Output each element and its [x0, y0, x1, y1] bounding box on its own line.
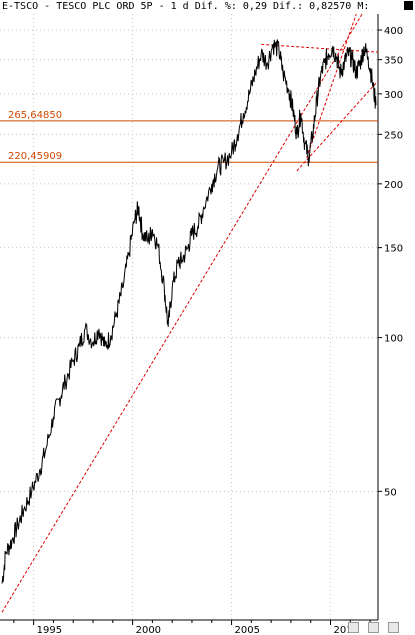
- y-tick-label: 50: [384, 487, 397, 498]
- price-line: [1, 39, 377, 584]
- save-icon[interactable]: [368, 622, 379, 633]
- header-trailing: M:: [357, 1, 370, 12]
- trendline: [261, 43, 379, 53]
- x-tick-label: 2005: [235, 625, 260, 635]
- change-absolute: Dif.: 0,82570: [273, 1, 352, 12]
- y-tick-label: 400: [384, 26, 403, 37]
- level-label: 265,64850: [8, 110, 62, 121]
- print-icon[interactable]: [388, 622, 399, 633]
- x-tick-label: 1995: [37, 625, 62, 635]
- y-tick-label: 150: [384, 244, 403, 255]
- x-tick-label: 2010: [334, 625, 359, 635]
- header-separator: -: [44, 1, 51, 12]
- trendline: [296, 80, 379, 172]
- trendlines: [1, 13, 379, 613]
- y-tick-label: 350: [384, 56, 403, 67]
- level-label: 220,45909: [8, 151, 62, 162]
- chart-header: E-TSCO - TESCO PLC ORD 5P - 1 d Dif. %: …: [2, 1, 369, 12]
- header-separator-2: -: [158, 1, 165, 12]
- price-series: [1, 39, 377, 584]
- x-tick-label: 2000: [136, 625, 161, 635]
- change-percent: Dif. %: 0,29: [194, 1, 267, 12]
- y-tick-label: 300: [384, 90, 403, 101]
- zoom-icon[interactable]: [348, 622, 359, 633]
- security-name: TESCO PLC ORD 5P: [56, 1, 153, 12]
- y-tick-label: 250: [384, 130, 403, 141]
- y-axis: 50 100 150 200 250 300 350 400: [378, 26, 403, 498]
- x-axis: 1995 2000 2005 2010: [13, 620, 371, 635]
- interval-label: 1 d: [170, 1, 189, 12]
- trendline: [1, 13, 363, 613]
- trendline: [306, 13, 357, 158]
- y-tick-label: 200: [384, 180, 403, 191]
- chart-grid: [0, 14, 379, 621]
- window-menu-icon[interactable]: [404, 1, 413, 10]
- horizontal-levels: 265,64850 220,45909: [0, 110, 378, 163]
- ticker-symbol: E-TSCO: [2, 1, 39, 12]
- y-tick-label: 100: [384, 334, 403, 345]
